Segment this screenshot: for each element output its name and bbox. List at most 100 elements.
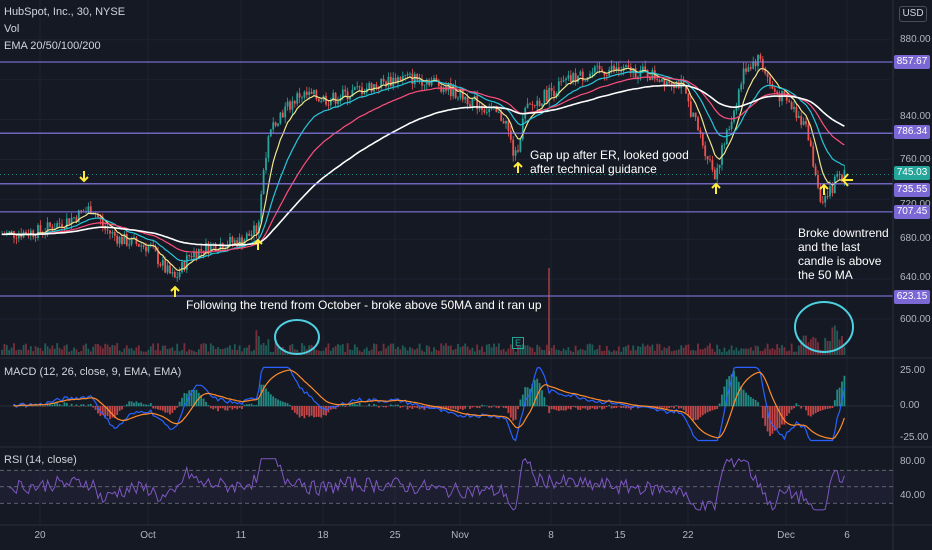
candle-body (742, 68, 745, 85)
volume-indicator-label[interactable]: Vol (4, 23, 20, 35)
currency-button[interactable]: USD (899, 6, 927, 22)
candle-body (433, 77, 435, 80)
rsi-title[interactable]: RSI (14, close) (4, 454, 77, 466)
time-tick: 25 (389, 530, 401, 541)
candle-body (310, 91, 313, 94)
volume-bar (653, 350, 656, 355)
candle-body (385, 81, 387, 87)
arrow-up-nov-low (711, 182, 721, 189)
volume-bar (490, 347, 493, 355)
macd-histogram-bar (509, 406, 512, 418)
candle-body (713, 169, 716, 180)
volume-bar (49, 348, 51, 355)
macd-histogram-bar (356, 404, 359, 407)
macd-histogram-bar (260, 384, 263, 407)
macd-histogram-bar (565, 406, 567, 411)
macd-histogram-bar (193, 389, 195, 407)
note-gap-line1: Gap up after ER, looked good (530, 148, 689, 162)
price-tick: 840.00 (900, 111, 931, 122)
volume-bar (399, 349, 402, 355)
volume-bar (788, 350, 791, 355)
volume-bar (557, 349, 560, 355)
candle-body (598, 65, 601, 70)
volume-bar (817, 342, 819, 355)
candle-body (555, 93, 558, 97)
candle-body (277, 123, 279, 126)
candle-body (769, 76, 771, 85)
volume-bar (401, 345, 404, 355)
volume-bar (577, 350, 579, 355)
volume-bar (154, 350, 157, 355)
volume-bar (711, 348, 714, 355)
macd-histogram-bar (783, 406, 786, 425)
candle-body (452, 85, 455, 97)
volume-circle-dec (794, 301, 854, 353)
macd-histogram-bar (135, 401, 138, 407)
macd-histogram-bar (476, 406, 479, 408)
macd-histogram-bar (529, 388, 531, 407)
candle-body (829, 186, 831, 197)
macd-histogram-bar (397, 404, 399, 407)
ema-indicator-label[interactable]: EMA 20/50/100/200 (4, 40, 101, 52)
volume-bar (555, 349, 558, 355)
macd-histogram-bar (207, 405, 210, 407)
candle-body (70, 217, 73, 225)
macd-histogram-bar (329, 406, 332, 410)
candle-body (286, 101, 289, 107)
ema-100-line (2, 76, 845, 253)
candle-body (553, 90, 555, 97)
macd-histogram-bar (797, 405, 800, 407)
candle-body (620, 70, 623, 72)
volume-bar (565, 350, 567, 355)
macd-histogram-bar (236, 406, 239, 410)
macd-title[interactable]: MACD (12, 26, close, 9, EMA, EMA) (4, 366, 182, 378)
macd-histogram-bar (747, 395, 750, 407)
volume-bar (185, 351, 188, 355)
candle-body (260, 194, 263, 222)
volume-bar (644, 346, 647, 355)
candle-body (233, 240, 236, 243)
volume-bar (507, 348, 510, 355)
price-tick: 760.00 (900, 154, 931, 165)
macd-histogram-bar (483, 405, 486, 407)
candle-body (97, 214, 99, 218)
volume-bar (320, 351, 323, 355)
macd-histogram-bar (142, 404, 145, 407)
volume-bar (793, 351, 795, 355)
volume-bar (641, 343, 644, 355)
candle-body (17, 234, 20, 239)
macd-histogram-bar (267, 391, 270, 407)
candle-body (689, 101, 692, 117)
volume-bar (826, 340, 829, 355)
candle-body (423, 84, 426, 86)
macd-histogram-bar (776, 406, 779, 429)
candle-body (298, 93, 301, 98)
volume-bar (502, 348, 505, 355)
macd-histogram-bar (723, 386, 726, 407)
ema-200-line (2, 84, 845, 247)
macd-histogram-bar (250, 403, 253, 407)
macd-histogram-bar (560, 406, 563, 411)
candle-body (505, 120, 507, 124)
candle-body (728, 128, 731, 130)
candle-body (718, 164, 721, 169)
rsi-line (9, 457, 845, 512)
candle-body (80, 210, 83, 212)
volume-bar (205, 343, 207, 355)
earnings-marker[interactable]: E (512, 337, 525, 349)
volume-bar (478, 349, 481, 355)
candle-body (75, 217, 78, 222)
volume-bar (677, 349, 680, 355)
volume-bar (380, 350, 383, 355)
candle-body (159, 264, 162, 266)
macd-histogram-bar (63, 402, 66, 407)
volume-bar (344, 351, 347, 355)
macd-histogram-bar (757, 402, 759, 407)
volume-bar (596, 349, 599, 355)
candle-body (397, 77, 399, 84)
volume-bar (145, 351, 147, 355)
price-candles (1, 52, 846, 282)
candle-body (193, 251, 195, 258)
macd-histogram-bar (368, 403, 371, 407)
